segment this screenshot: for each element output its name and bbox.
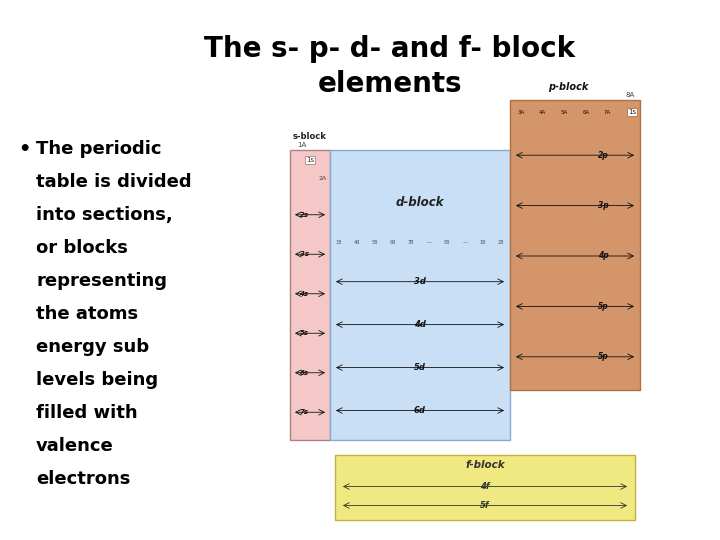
- Text: 6A: 6A: [582, 110, 590, 114]
- Text: 5B: 5B: [372, 240, 378, 245]
- Bar: [330, 150, 510, 440]
- Text: 5f: 5f: [480, 501, 490, 510]
- Text: 6d: 6d: [414, 406, 426, 415]
- Text: 8A: 8A: [626, 92, 634, 98]
- Text: 6s: 6s: [300, 370, 308, 376]
- Text: 3p: 3p: [598, 201, 609, 210]
- Text: The s- p- d- and f- block
elements: The s- p- d- and f- block elements: [204, 35, 575, 98]
- Text: the atoms: the atoms: [36, 305, 138, 323]
- Text: 4s: 4s: [300, 291, 308, 297]
- Text: d-block: d-block: [396, 195, 444, 208]
- Text: into sections,: into sections,: [36, 206, 173, 224]
- Text: 3d: 3d: [414, 277, 426, 286]
- Text: 4B: 4B: [354, 240, 360, 245]
- Text: 2p: 2p: [598, 151, 609, 160]
- Text: energy sub: energy sub: [36, 338, 149, 356]
- Text: 7B: 7B: [408, 240, 414, 245]
- Text: 5s: 5s: [300, 330, 308, 336]
- Text: p-block: p-block: [549, 82, 589, 92]
- Text: valence: valence: [36, 437, 114, 455]
- Bar: [510, 100, 640, 390]
- Text: 5p: 5p: [598, 352, 609, 361]
- Text: 4d: 4d: [414, 320, 426, 329]
- Text: 1s: 1s: [628, 109, 636, 115]
- Text: 7s: 7s: [300, 409, 308, 415]
- Text: table is divided: table is divided: [36, 173, 192, 191]
- Text: —: —: [462, 240, 467, 245]
- Text: filled with: filled with: [36, 404, 138, 422]
- Text: 3A: 3A: [517, 110, 524, 114]
- Text: 1A: 1A: [297, 142, 307, 148]
- Text: 1s: 1s: [306, 157, 314, 163]
- Bar: [290, 150, 330, 440]
- Text: —: —: [426, 240, 431, 245]
- Text: s-block: s-block: [293, 132, 327, 141]
- Bar: [335, 455, 635, 520]
- Text: 5p: 5p: [598, 302, 609, 311]
- Text: 3B: 3B: [336, 240, 342, 245]
- Text: 2B: 2B: [498, 240, 504, 245]
- Text: 1B: 1B: [480, 240, 486, 245]
- Text: 2A: 2A: [319, 176, 327, 180]
- Text: 2s: 2s: [300, 212, 308, 218]
- Text: levels being: levels being: [36, 371, 158, 389]
- Text: representing: representing: [36, 272, 167, 290]
- Text: electrons: electrons: [36, 470, 130, 488]
- Text: 3s: 3s: [300, 251, 308, 257]
- Text: 8B: 8B: [444, 240, 450, 245]
- Text: •: •: [18, 140, 30, 159]
- Text: 7A: 7A: [604, 110, 611, 114]
- Text: 4f: 4f: [480, 482, 490, 491]
- Text: 5d: 5d: [414, 363, 426, 372]
- Text: The periodic: The periodic: [36, 140, 161, 158]
- Text: 6B: 6B: [390, 240, 396, 245]
- Text: f-block: f-block: [465, 460, 505, 470]
- Text: or blocks: or blocks: [36, 239, 128, 257]
- Text: 5A: 5A: [561, 110, 568, 114]
- Text: 4p: 4p: [598, 252, 609, 260]
- Text: 4A: 4A: [539, 110, 546, 114]
